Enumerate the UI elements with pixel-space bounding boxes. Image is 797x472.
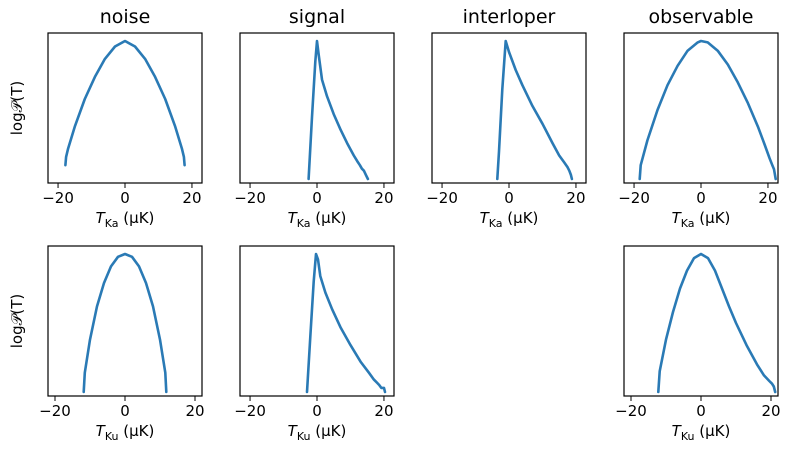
series-line bbox=[496, 39, 574, 181]
x-tick-label: 0 bbox=[120, 189, 130, 207]
panel-signal-0-1: −20 0 20 TKa (μK) bbox=[234, 32, 395, 230]
column-title-signal: signal bbox=[289, 6, 345, 28]
panel-interloper-0-2: −20 0 20 TKa (μK) bbox=[426, 32, 587, 230]
x-tick-label: 20 bbox=[374, 189, 393, 207]
x-axis-label: TKu (μK) bbox=[288, 422, 347, 443]
x-tick-label: 0 bbox=[696, 189, 706, 207]
axes-frame bbox=[623, 245, 779, 397]
x-axis-label: TKu (μK) bbox=[672, 422, 731, 443]
series-line bbox=[307, 39, 370, 181]
x-axis-label: TKu (μK) bbox=[96, 422, 155, 443]
axes-frame bbox=[47, 32, 203, 184]
panel-row2-1-3: −20 0 20 TKu (μK) bbox=[615, 245, 781, 443]
x-tick-label: 20 bbox=[185, 402, 204, 420]
x-tick-label: 20 bbox=[374, 402, 393, 420]
x-tick-label: −20 bbox=[234, 402, 266, 420]
x-tick-label: −20 bbox=[615, 402, 647, 420]
series-line bbox=[64, 39, 186, 167]
panel-grid: −20 0 20 TKa (μK) −20 0 20 TKa (μK) −20 0 20 TKa (μ… bbox=[8, 32, 781, 443]
x-axis-label: TKa (μK) bbox=[288, 209, 347, 230]
x-tick-label: 20 bbox=[566, 189, 585, 207]
x-tick-label: 20 bbox=[761, 402, 780, 420]
x-tick-label: 0 bbox=[696, 402, 706, 420]
column-title-noise: noise bbox=[100, 6, 151, 28]
x-axis-label: TKa (μK) bbox=[480, 209, 539, 230]
x-tick-label: 20 bbox=[758, 189, 777, 207]
x-tick-label: −20 bbox=[234, 189, 266, 207]
x-tick-label: −20 bbox=[39, 402, 71, 420]
panel-row2-1-1: −20 0 20 TKu (μK) bbox=[234, 245, 395, 443]
x-tick-label: 0 bbox=[120, 402, 130, 420]
axes-frame bbox=[623, 32, 779, 184]
panel-row2-1-0: −20 0 20 TKu (μK) bbox=[39, 245, 205, 443]
column-title-observable: observable bbox=[648, 6, 753, 28]
series-line bbox=[82, 252, 168, 394]
x-tick-label: 0 bbox=[312, 402, 322, 420]
series-line bbox=[657, 252, 777, 394]
panel-observable-0-3: −20 0 20 TKa (μK) bbox=[618, 32, 779, 230]
axes-frame bbox=[47, 245, 203, 397]
y-axis-label: log𝒫(T) bbox=[8, 81, 26, 136]
column-titles: noise signal interloper observable bbox=[100, 6, 754, 28]
x-tick-label: 20 bbox=[182, 189, 201, 207]
x-tick-label: 0 bbox=[504, 189, 514, 207]
x-tick-label: −20 bbox=[426, 189, 458, 207]
x-tick-label: −20 bbox=[42, 189, 74, 207]
x-tick-label: −20 bbox=[618, 189, 650, 207]
series-line bbox=[638, 39, 777, 181]
x-axis-label: TKa (μK) bbox=[96, 209, 155, 230]
y-axis-label: log𝒫(T) bbox=[8, 294, 26, 349]
x-tick-label: 0 bbox=[312, 189, 322, 207]
series-line bbox=[305, 252, 387, 394]
column-title-interloper: interloper bbox=[463, 6, 556, 28]
x-axis-label: TKa (μK) bbox=[672, 209, 731, 230]
panel-noise-0-0: −20 0 20 TKa (μK) bbox=[42, 32, 203, 230]
